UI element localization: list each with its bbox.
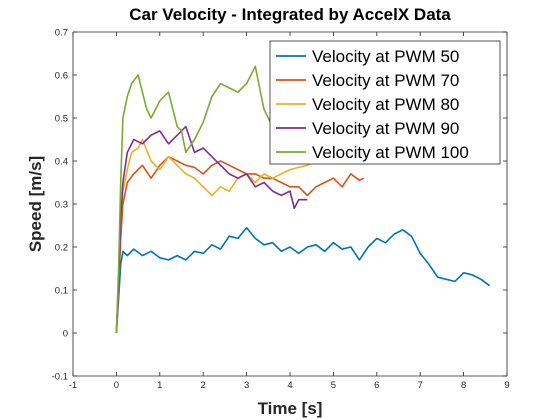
y-tick-label: 0.1 — [55, 286, 68, 297]
x-tick-label: 6 — [374, 380, 379, 391]
y-tick-label: 0 — [63, 329, 68, 340]
y-tick-label: 0.7 — [55, 28, 68, 39]
legend-label-velocity-at-pwm-50: Velocity at PWM 50 — [312, 47, 459, 66]
series-line-velocity-at-pwm-100 — [115, 65, 282, 334]
series-line-velocity-at-pwm-80 — [115, 138, 334, 334]
legend-label-velocity-at-pwm-70: Velocity at PWM 70 — [312, 71, 459, 90]
x-tick-label: 2 — [201, 380, 206, 391]
y-tick-label: 0.6 — [55, 71, 68, 82]
x-tick-label: 1 — [157, 380, 162, 391]
x-tick-label: -1 — [69, 380, 77, 391]
legend-label-velocity-at-pwm-100: Velocity at PWM 100 — [312, 143, 469, 162]
x-tick-label: 0 — [114, 380, 119, 391]
chart-title: Car Velocity - Integrated by AccelX Data — [129, 5, 451, 24]
y-tick-label: 0.2 — [55, 243, 68, 254]
y-tick-label: 0.4 — [55, 157, 68, 168]
series-line-velocity-at-pwm-90 — [115, 125, 308, 334]
x-tick-label: 3 — [244, 380, 249, 391]
x-tick-label: 8 — [461, 380, 466, 391]
data-series-group — [115, 65, 491, 334]
y-tick-label: 0.5 — [55, 114, 68, 125]
series-line-velocity-at-pwm-50 — [115, 226, 491, 334]
legend-label-velocity-at-pwm-90: Velocity at PWM 90 — [312, 119, 459, 138]
y-ticks-group: -0.1 0 0.1 0.2 0.3 0.4 0.5 0.6 0.7 — [52, 28, 507, 383]
legend: Velocity at PWM 50 Velocity at PWM 70 Velo… — [269, 40, 501, 165]
x-tick-label: 5 — [331, 380, 336, 391]
x-tick-label: 4 — [287, 380, 292, 391]
series-line-velocity-at-pwm-70 — [115, 155, 365, 334]
y-tick-label: -0.1 — [52, 372, 68, 383]
y-tick-label: 0.3 — [55, 200, 68, 211]
legend-box — [269, 40, 501, 165]
x-tick-label: 7 — [418, 380, 423, 391]
x-tick-label: 9 — [504, 380, 509, 391]
x-ticks-group: -1 0 1 2 3 4 5 6 7 8 9 — [69, 32, 510, 391]
legend-label-velocity-at-pwm-80: Velocity at PWM 80 — [312, 95, 459, 114]
x-axis-label: Time [s] — [258, 399, 323, 418]
y-axis-label: Speed [m/s] — [26, 156, 45, 252]
